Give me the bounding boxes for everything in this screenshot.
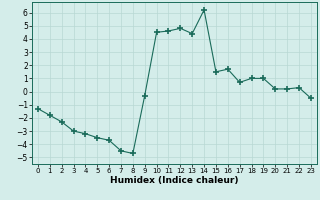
X-axis label: Humidex (Indice chaleur): Humidex (Indice chaleur) bbox=[110, 176, 239, 185]
